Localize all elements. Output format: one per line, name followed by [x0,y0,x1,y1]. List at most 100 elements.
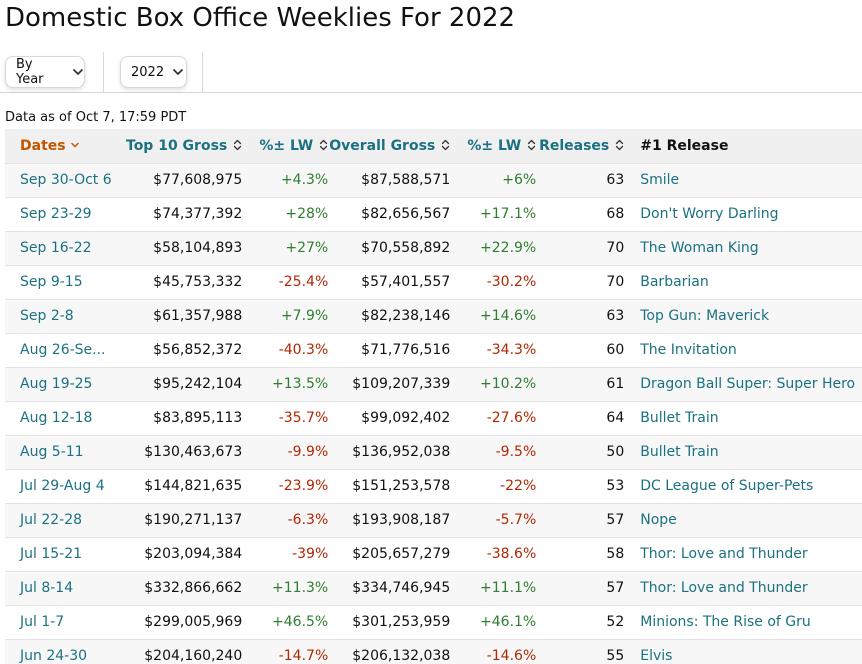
cell-top10-gross: $56,852,372 [126,332,243,367]
week-link[interactable]: Jul 29-Aug 4 [20,478,105,494]
cell-pct-lw-top10: +28% [242,196,329,231]
view-by-dropdown-label: By Year [16,57,44,87]
cell-pct-lw-top10: -25.4% [242,264,329,299]
cell-number-one-release: Don't Worry Darling [624,196,862,231]
cell-top10-gross: $203,094,384 [126,536,243,571]
sort-icon [234,139,242,150]
column-header-pct-lw-overall[interactable]: %± LW [450,129,536,163]
column-header-releases-label: Releases [539,137,610,154]
release-link[interactable]: Thor: Love and Thunder [640,546,808,562]
sort-icon [320,139,328,150]
cell-overall-gross: $193,908,187 [328,502,451,537]
week-link[interactable]: Jul 1-7 [20,614,65,630]
column-header-pct-lw-top10[interactable]: %± LW [242,129,328,163]
release-link[interactable]: The Woman King [640,240,759,256]
week-link[interactable]: Jul 15-21 [20,546,83,562]
table-row: Sep 2-8 $61,357,988 +7.9% $82,238,146 +14.6%… [5,298,862,333]
release-link[interactable]: Nope [640,512,677,528]
cell-pct-lw-top10: -40.3% [242,332,329,367]
release-link[interactable]: Smile [640,172,680,188]
cell-pct-lw-top10: -14.7% [242,638,329,664]
cell-overall-gross: $136,952,038 [328,434,451,469]
week-link[interactable]: Sep 30-Oct 6 [20,172,112,188]
cell-dates: Jul 8-14 [5,570,126,605]
cell-releases: 57 [536,570,625,605]
cell-number-one-release: Minions: The Rise of Gru [624,604,862,639]
table-row: Jul 1-7 $299,005,969 +46.5% $301,253,959 +46… [5,604,862,639]
cell-dates: Aug 5-11 [5,434,126,469]
week-link[interactable]: Sep 23-29 [20,206,92,222]
release-link[interactable]: Top Gun: Maverick [640,308,770,324]
sort-icon [442,139,450,150]
sort-descending-icon [70,142,79,147]
cell-releases: 52 [536,604,625,639]
cell-dates: Aug 26-Se... [5,332,126,367]
cell-overall-gross: $87,588,571 [328,162,451,197]
release-link[interactable]: Don't Worry Darling [640,206,779,222]
cell-releases: 68 [536,196,625,231]
cell-dates: Jun 24-30 [5,638,126,664]
week-link[interactable]: Sep 2-8 [20,308,74,324]
cell-dates: Aug 12-18 [5,400,126,435]
release-link[interactable]: The Invitation [640,342,737,358]
cell-dates: Jul 1-7 [5,604,126,639]
release-link[interactable]: Bullet Train [640,410,719,426]
week-link[interactable]: Sep 16-22 [20,240,92,256]
column-header-pct-lw-label: %± LW [467,137,522,154]
column-header-overall-label: Overall Gross [329,137,436,154]
release-link[interactable]: Thor: Love and Thunder [640,580,808,596]
cell-overall-gross: $301,253,959 [328,604,451,639]
cell-number-one-release: Thor: Love and Thunder [624,536,862,571]
cell-top10-gross: $58,104,893 [126,230,243,265]
cell-overall-gross: $71,776,516 [328,332,451,367]
table-row: Sep 23-29 $74,377,392 +28% $82,656,567 +17.1… [5,196,862,231]
column-header-overall-gross[interactable]: Overall Gross [328,129,450,163]
release-link[interactable]: Dragon Ball Super: Super Hero [640,376,856,392]
cell-pct-lw-top10: +7.9% [242,298,329,333]
week-link[interactable]: Aug 19-25 [20,376,93,392]
cell-overall-gross: $57,401,557 [328,264,451,299]
column-header-dates[interactable]: Dates [5,129,126,163]
cell-overall-gross: $206,132,038 [328,638,451,664]
filter-bar: By Year 2022 [0,52,862,93]
column-header-top10-gross[interactable]: Top 10 Gross [126,129,242,163]
table-row: Jun 24-30 $204,160,240 -14.7% $206,132,038-… [5,638,862,664]
column-header-releases[interactable]: Releases [536,129,624,163]
week-link[interactable]: Jul 8-14 [20,580,74,596]
cell-top10-gross: $77,608,975 [126,162,243,197]
week-link[interactable]: Sep 9-15 [20,274,83,290]
week-link[interactable]: Aug 26-Se... [20,342,106,358]
week-link[interactable]: Aug 5-11 [20,444,84,460]
week-link[interactable]: Jun 24-30 [20,648,88,664]
cell-releases: 64 [536,400,625,435]
cell-releases: 58 [536,536,625,571]
cell-releases: 50 [536,434,625,469]
cell-pct-lw-top10: -35.7% [242,400,329,435]
release-link[interactable]: Minions: The Rise of Gru [640,614,811,630]
week-link[interactable]: Aug 12-18 [20,410,93,426]
cell-top10-gross: $45,753,332 [126,264,243,299]
cell-pct-lw-top10: +11.3% [242,570,329,605]
cell-pct-lw-overall: -34.3% [450,332,537,367]
cell-pct-lw-overall: +22.9% [450,230,537,265]
release-link[interactable]: Elvis [640,648,673,664]
cell-overall-gross: $205,657,279 [328,536,451,571]
release-link[interactable]: Barbarian [640,274,709,290]
cell-pct-lw-top10: -9.9% [242,434,329,469]
cell-top10-gross: $299,005,969 [126,604,243,639]
release-link[interactable]: Bullet Train [640,444,719,460]
column-header-top10-label: Top 10 Gross [126,137,228,154]
week-link[interactable]: Jul 22-28 [20,512,83,528]
cell-number-one-release: Thor: Love and Thunder [624,570,862,605]
cell-pct-lw-overall: -5.7% [450,502,537,537]
cell-pct-lw-overall: -9.5% [450,434,537,469]
table-row: Jul 8-14 $332,866,662 +11.3% $334,746,945 +1… [5,570,862,605]
release-link[interactable]: DC League of Super-Pets [640,478,814,494]
column-header-dates-label: Dates [20,137,66,154]
table-row: Jul 15-21 $203,094,384 -39% $205,657,279 -38… [5,536,862,571]
year-dropdown[interactable]: 2022 [120,56,187,88]
cell-pct-lw-overall: +10.2% [450,366,537,401]
view-by-dropdown[interactable]: By Year [5,56,85,88]
cell-top10-gross: $204,160,240 [126,638,243,664]
